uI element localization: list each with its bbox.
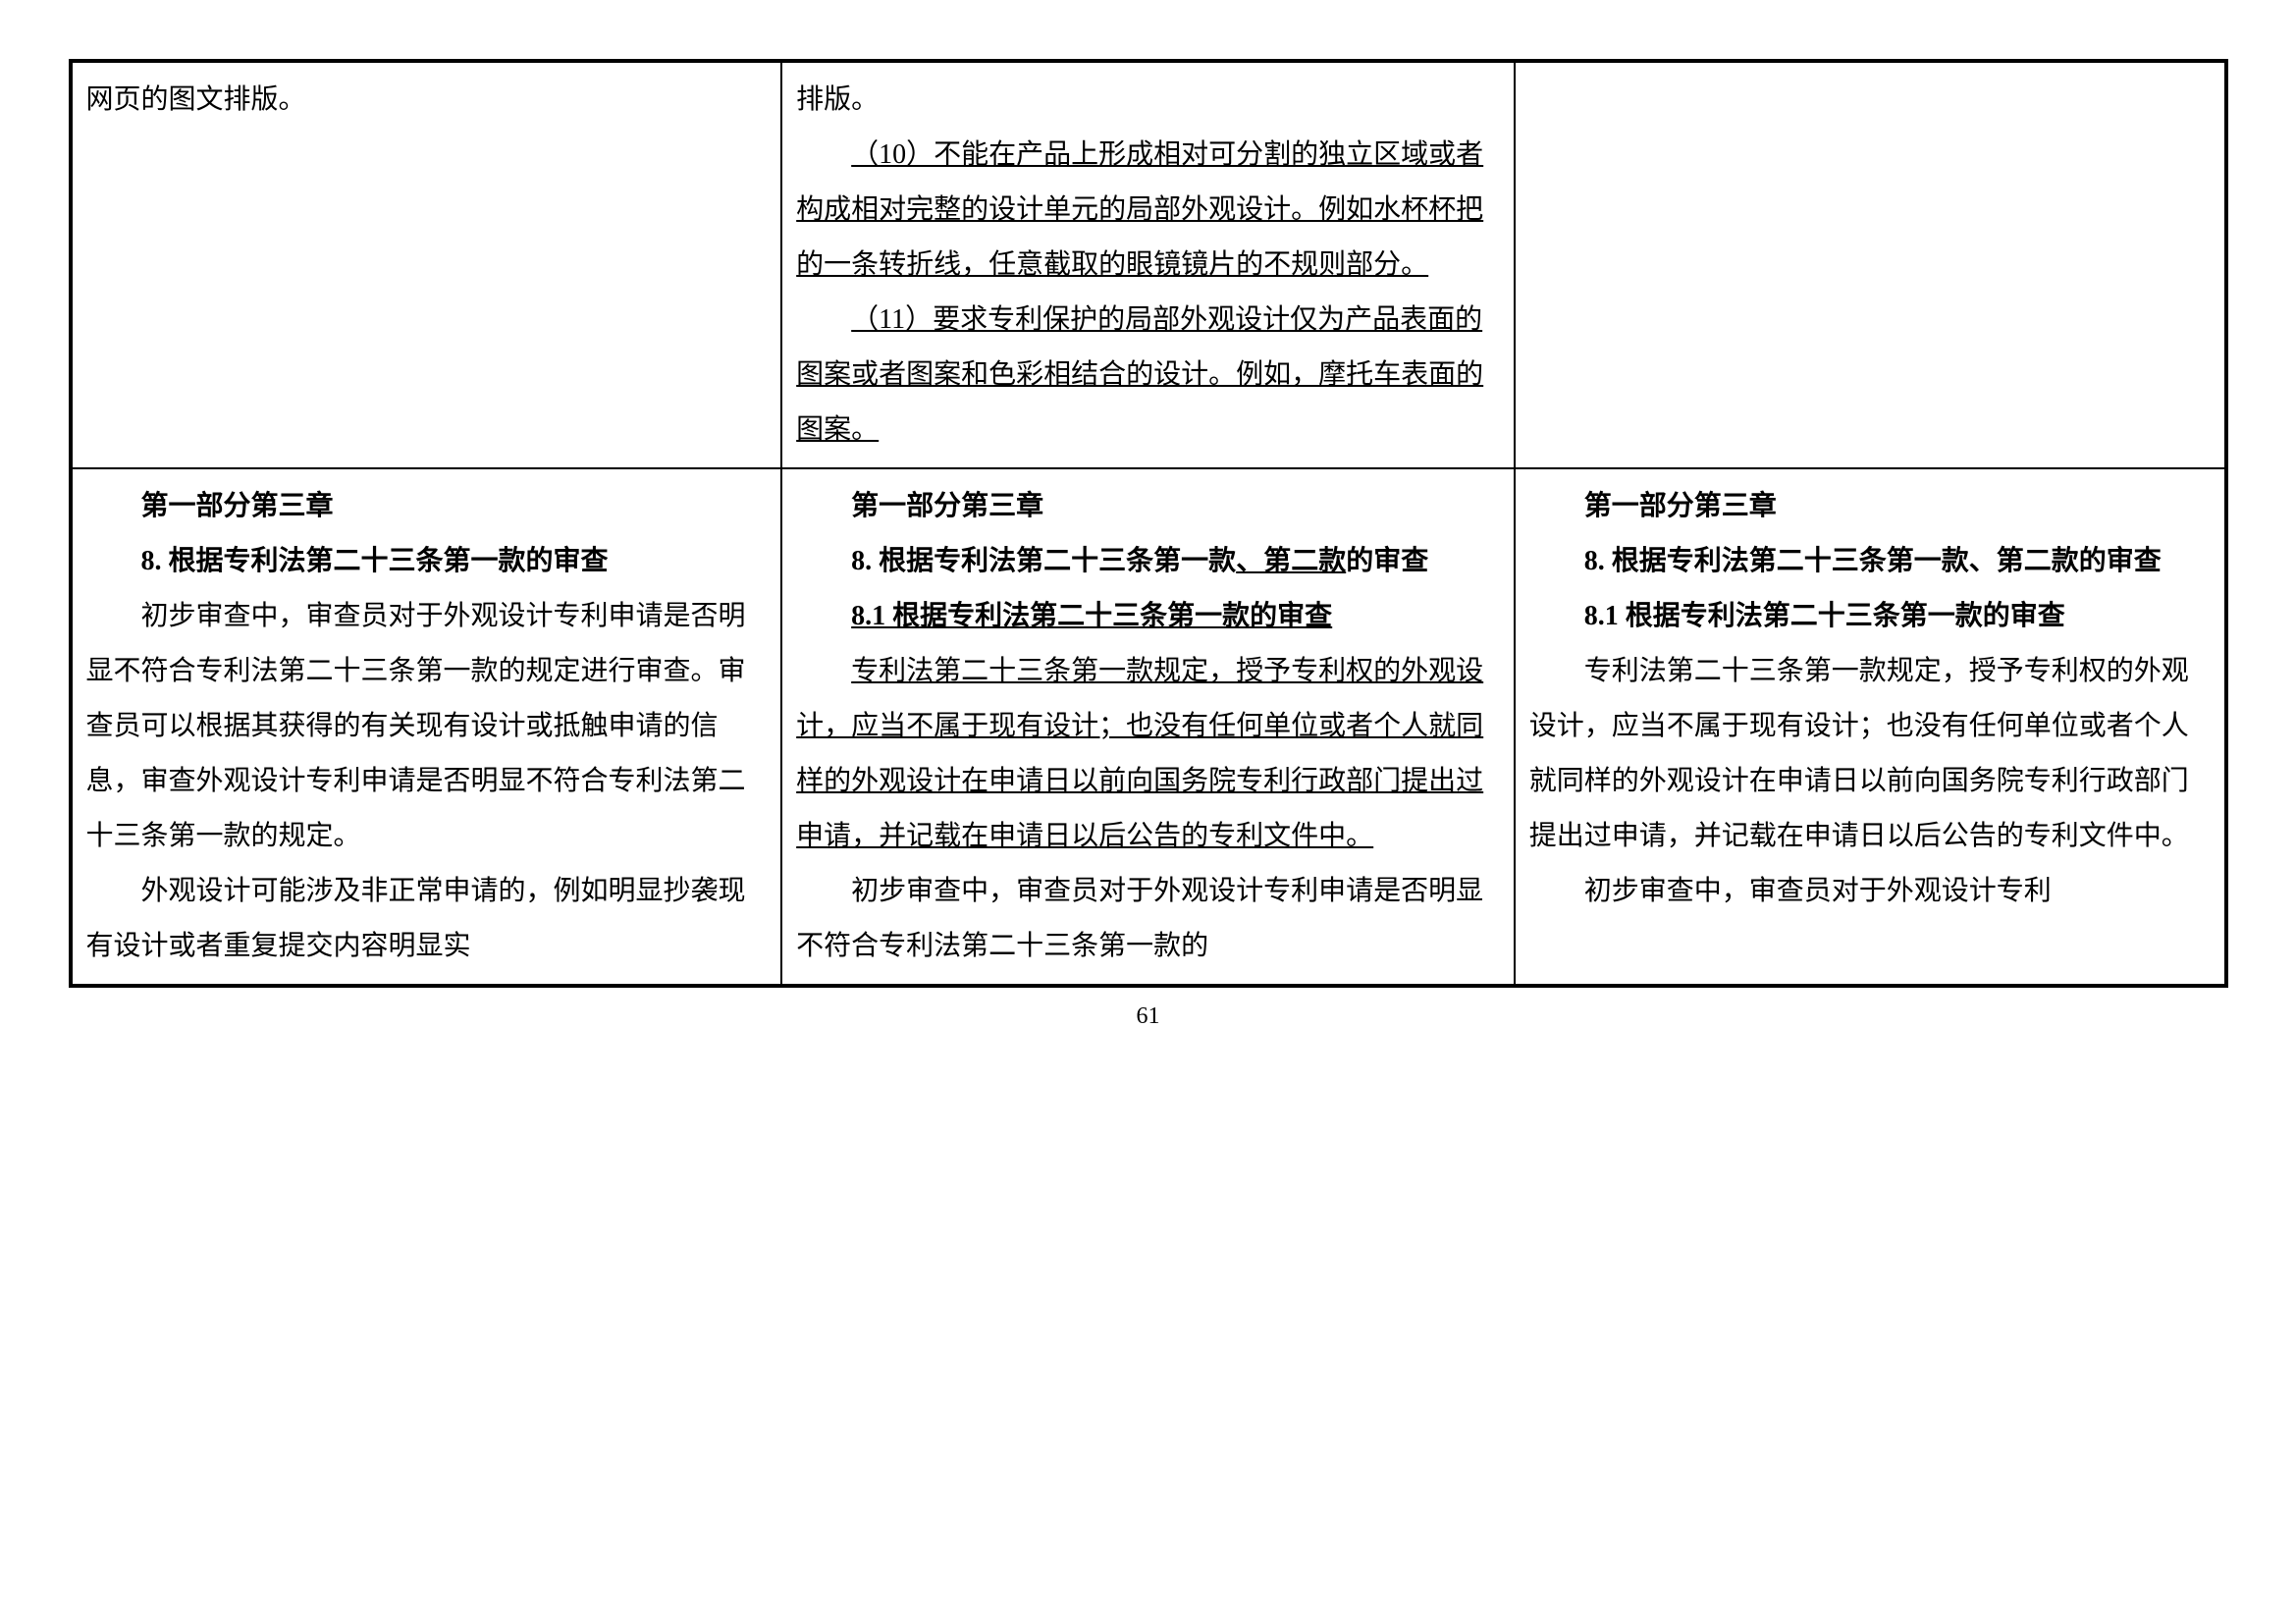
paragraph: 专利法第二十三条第一款规定，授予专利权的外观设计，应当不属于现有设计；也没有任何… <box>1529 644 2211 864</box>
heading: 8. 根据专利法第二十三条第一款、第二款的审查 <box>1529 534 2211 589</box>
table-cell-r1c2: 排版。 （10）不能在产品上形成相对可分割的独立区域或者构成相对完整的设计单元的… <box>781 61 1515 468</box>
paragraph: 网页的图文排版。 <box>86 73 768 128</box>
table-cell-r1c1: 网页的图文排版。 <box>71 61 782 468</box>
paragraph-underlined: 专利法第二十三条第一款规定，授予专利权的外观设计，应当不属于现有设计；也没有任何… <box>796 644 1500 864</box>
heading: 第一部分第三章 <box>86 479 768 534</box>
table-cell-r2c3: 第一部分第三章 8. 根据专利法第二十三条第一款、第二款的审查 8.1 根据专利… <box>1515 468 2226 986</box>
heading: 8. 根据专利法第二十三条第一款、第二款的审查 <box>796 534 1500 589</box>
heading-text: 的审查 <box>1346 546 1428 576</box>
paragraph: 排版。 <box>796 73 1500 128</box>
paragraph-underlined: （10）不能在产品上形成相对可分割的独立区域或者构成相对完整的设计单元的局部外观… <box>796 128 1500 293</box>
heading-text: 8. 根据专利法第二十三条第一款 <box>851 546 1236 576</box>
paragraph: 外观设计可能涉及非正常申请的，例如明显抄袭现有设计或者重复提交内容明显实 <box>86 864 768 974</box>
paragraph: 初步审查中，审查员对于外观设计专利申请是否明显不符合专利法第二十三条第一款的 <box>796 864 1500 974</box>
table-cell-r2c2: 第一部分第三章 8. 根据专利法第二十三条第一款、第二款的审查 8.1 根据专利… <box>781 468 1515 986</box>
table-cell-r1c3 <box>1515 61 2226 468</box>
heading: 第一部分第三章 <box>1529 479 2211 534</box>
table-cell-r2c1: 第一部分第三章 8. 根据专利法第二十三条第一款的审查 初步审查中，审查员对于外… <box>71 468 782 986</box>
table-row: 网页的图文排版。 排版。 （10）不能在产品上形成相对可分割的独立区域或者构成相… <box>71 61 2226 468</box>
heading: 第一部分第三章 <box>796 479 1500 534</box>
heading-underlined: 、第二款 <box>1236 546 1346 576</box>
table-row: 第一部分第三章 8. 根据专利法第二十三条第一款的审查 初步审查中，审查员对于外… <box>71 468 2226 986</box>
paragraph: 初步审查中，审查员对于外观设计专利 <box>1529 864 2211 919</box>
paragraph: 初步审查中，审查员对于外观设计专利申请是否明显不符合专利法第二十三条第一款的规定… <box>86 589 768 864</box>
page-number: 61 <box>69 1003 2228 1030</box>
comparison-table: 网页的图文排版。 排版。 （10）不能在产品上形成相对可分割的独立区域或者构成相… <box>69 59 2228 988</box>
document-page: 网页的图文排版。 排版。 （10）不能在产品上形成相对可分割的独立区域或者构成相… <box>69 59 2228 1030</box>
paragraph-underlined: （11）要求专利保护的局部外观设计仅为产品表面的图案或者图案和色彩相结合的设计。… <box>796 293 1500 458</box>
heading: 8. 根据专利法第二十三条第一款的审查 <box>86 534 768 589</box>
heading-underlined: 8.1 根据专利法第二十三条第一款的审查 <box>796 589 1500 644</box>
heading: 8.1 根据专利法第二十三条第一款的审查 <box>1529 589 2211 644</box>
